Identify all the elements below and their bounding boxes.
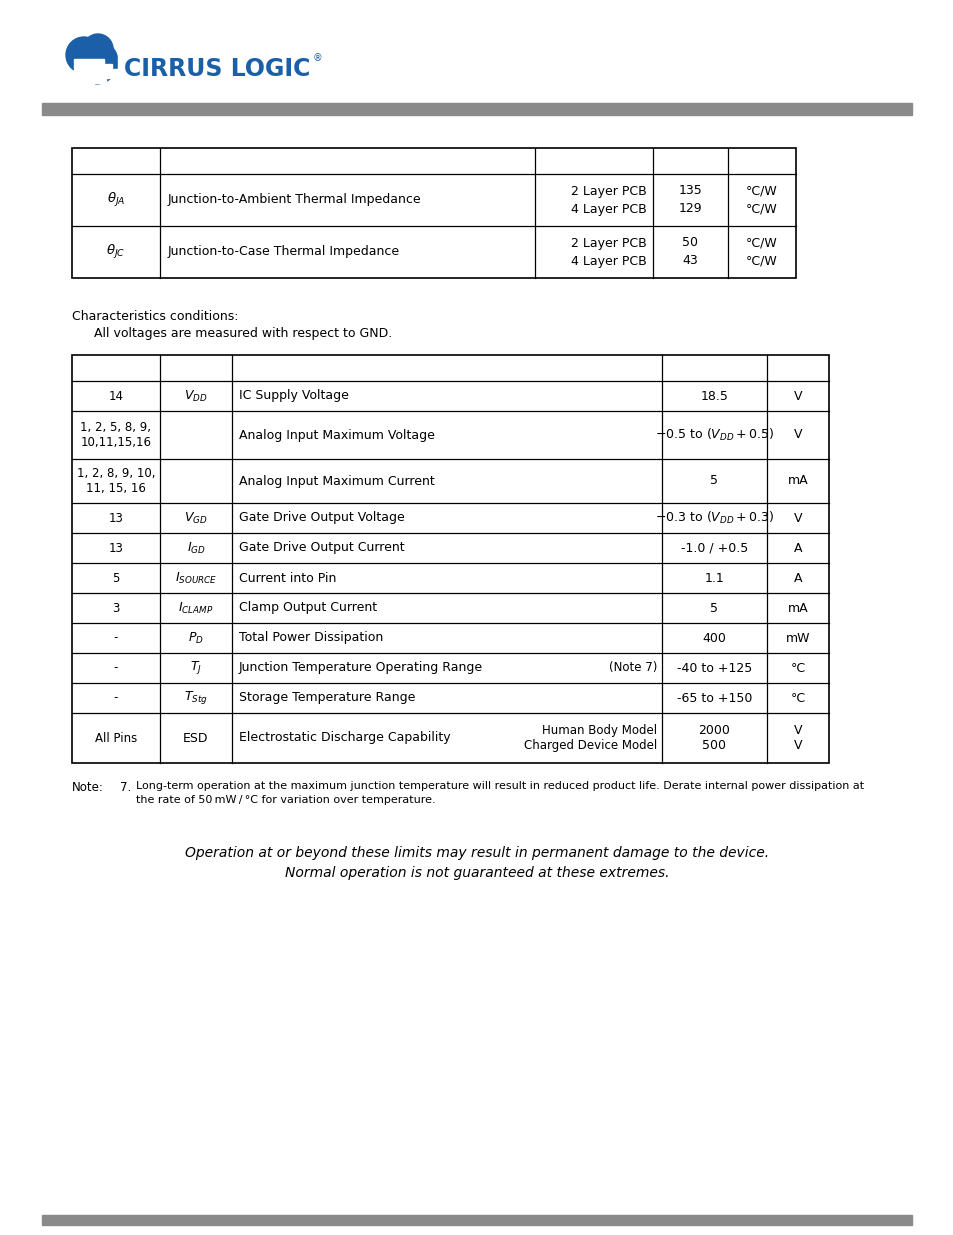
Text: A: A xyxy=(793,541,801,555)
Text: Note:: Note: xyxy=(71,781,104,794)
Text: All Pins: All Pins xyxy=(94,731,137,745)
Text: Characteristics conditions:: Characteristics conditions: xyxy=(71,310,238,324)
Text: 3: 3 xyxy=(112,601,119,615)
Text: 135: 135 xyxy=(678,184,701,198)
Text: 5: 5 xyxy=(710,601,718,615)
Text: 13: 13 xyxy=(109,511,123,525)
Bar xyxy=(74,59,104,63)
Text: 43: 43 xyxy=(682,254,698,268)
Text: 1, 2, 8, 9, 10,
11, 15, 16: 1, 2, 8, 9, 10, 11, 15, 16 xyxy=(76,467,155,495)
Text: IC Supply Voltage: IC Supply Voltage xyxy=(239,389,349,403)
Text: $T_{Stg}$: $T_{Stg}$ xyxy=(184,689,208,706)
Text: $-0.5\ \mathrm{to}\ (V_{DD}+0.5)$: $-0.5\ \mathrm{to}\ (V_{DD}+0.5)$ xyxy=(654,427,773,443)
Text: All voltages are measured with respect to GND.: All voltages are measured with respect t… xyxy=(94,327,392,340)
Text: CIRRUS LOGIC: CIRRUS LOGIC xyxy=(124,57,310,82)
Text: -65 to +150: -65 to +150 xyxy=(676,692,751,704)
Text: -: - xyxy=(113,662,118,674)
Text: Junction-to-Ambient Thermal Impedance: Junction-to-Ambient Thermal Impedance xyxy=(168,194,421,206)
Text: Operation at or beyond these limits may result in permanent damage to the device: Operation at or beyond these limits may … xyxy=(185,846,768,860)
Text: $\theta_{JA}$: $\theta_{JA}$ xyxy=(107,191,125,209)
Text: 14: 14 xyxy=(109,389,123,403)
Text: °C/W: °C/W xyxy=(745,254,777,268)
Text: mA: mA xyxy=(787,601,807,615)
Text: $V_{GD}$: $V_{GD}$ xyxy=(184,510,208,526)
Bar xyxy=(74,79,106,83)
Text: $T_{J}$: $T_{J}$ xyxy=(190,659,202,677)
Text: 2 Layer PCB: 2 Layer PCB xyxy=(571,184,646,198)
Text: Gate Drive Output Current: Gate Drive Output Current xyxy=(239,541,404,555)
Bar xyxy=(74,84,94,88)
Text: -: - xyxy=(113,631,118,645)
Text: Storage Temperature Range: Storage Temperature Range xyxy=(239,692,415,704)
Text: °C/W: °C/W xyxy=(745,184,777,198)
Text: 5: 5 xyxy=(710,474,718,488)
Text: $I_{SOURCE}$: $I_{SOURCE}$ xyxy=(174,571,217,585)
Text: 4 Layer PCB: 4 Layer PCB xyxy=(571,254,646,268)
Text: -1.0 / +0.5: -1.0 / +0.5 xyxy=(680,541,747,555)
Bar xyxy=(71,148,795,278)
Text: V: V xyxy=(793,511,801,525)
Text: 2000
500: 2000 500 xyxy=(698,724,730,752)
Bar xyxy=(42,103,911,115)
Text: 7.: 7. xyxy=(120,781,132,794)
Text: the rate of 50 mW / °C for variation over temperature.: the rate of 50 mW / °C for variation ove… xyxy=(136,795,436,805)
Text: °C: °C xyxy=(790,692,804,704)
Text: $\theta_{JC}$: $\theta_{JC}$ xyxy=(106,243,126,261)
Text: 2 Layer PCB: 2 Layer PCB xyxy=(571,236,646,249)
Text: °C/W: °C/W xyxy=(745,236,777,249)
Text: 129: 129 xyxy=(678,203,701,215)
Text: Clamp Output Current: Clamp Output Current xyxy=(239,601,376,615)
Text: Long-term operation at the maximum junction temperature will result in reduced p: Long-term operation at the maximum junct… xyxy=(136,781,863,790)
Text: ®: ® xyxy=(313,53,322,63)
Text: $V_{DD}$: $V_{DD}$ xyxy=(184,389,208,404)
Bar xyxy=(74,64,112,68)
Text: Junction Temperature Operating Range: Junction Temperature Operating Range xyxy=(239,662,482,674)
Text: -40 to +125: -40 to +125 xyxy=(677,662,751,674)
Text: 50: 50 xyxy=(681,236,698,249)
Text: -: - xyxy=(113,692,118,704)
Text: V: V xyxy=(793,389,801,403)
Text: mA: mA xyxy=(787,474,807,488)
Text: 18.5: 18.5 xyxy=(700,389,728,403)
Text: 5: 5 xyxy=(112,572,119,584)
Circle shape xyxy=(83,35,112,64)
Text: Analog Input Maximum Voltage: Analog Input Maximum Voltage xyxy=(239,429,435,441)
Bar xyxy=(74,74,113,78)
Text: Total Power Dissipation: Total Power Dissipation xyxy=(239,631,383,645)
Text: Human Body Model
Charged Device Model: Human Body Model Charged Device Model xyxy=(523,724,657,752)
Text: Current into Pin: Current into Pin xyxy=(239,572,336,584)
Text: Electrostatic Discharge Capability: Electrostatic Discharge Capability xyxy=(239,731,450,745)
Text: (Note 7): (Note 7) xyxy=(608,662,657,674)
Text: 1, 2, 5, 8, 9,
10,11,15,16: 1, 2, 5, 8, 9, 10,11,15,16 xyxy=(80,421,152,450)
Text: 13: 13 xyxy=(109,541,123,555)
Text: mW: mW xyxy=(785,631,809,645)
Text: Junction-to-Case Thermal Impedance: Junction-to-Case Thermal Impedance xyxy=(168,246,399,258)
Text: A: A xyxy=(793,572,801,584)
Bar xyxy=(74,69,118,73)
Text: 1.1: 1.1 xyxy=(704,572,723,584)
Text: °C/W: °C/W xyxy=(745,203,777,215)
Circle shape xyxy=(74,40,118,84)
Circle shape xyxy=(66,37,102,73)
Text: °C: °C xyxy=(790,662,804,674)
Text: 4 Layer PCB: 4 Layer PCB xyxy=(571,203,646,215)
Bar xyxy=(71,354,828,763)
Text: ESD: ESD xyxy=(183,731,209,745)
Text: V: V xyxy=(793,429,801,441)
Text: Normal operation is not guaranteed at these extremes.: Normal operation is not guaranteed at th… xyxy=(284,866,669,881)
Text: Gate Drive Output Voltage: Gate Drive Output Voltage xyxy=(239,511,404,525)
Text: $P_{D}$: $P_{D}$ xyxy=(188,630,204,646)
Text: Analog Input Maximum Current: Analog Input Maximum Current xyxy=(239,474,435,488)
Text: $I_{CLAMP}$: $I_{CLAMP}$ xyxy=(178,600,213,615)
Bar xyxy=(118,35,148,90)
Text: $-0.3\ \mathrm{to}\ (V_{DD}+0.3)$: $-0.3\ \mathrm{to}\ (V_{DD}+0.3)$ xyxy=(654,510,773,526)
Text: 400: 400 xyxy=(701,631,725,645)
Text: V
V: V V xyxy=(793,724,801,752)
Text: $I_{GD}$: $I_{GD}$ xyxy=(187,541,205,556)
Bar xyxy=(42,1215,911,1225)
